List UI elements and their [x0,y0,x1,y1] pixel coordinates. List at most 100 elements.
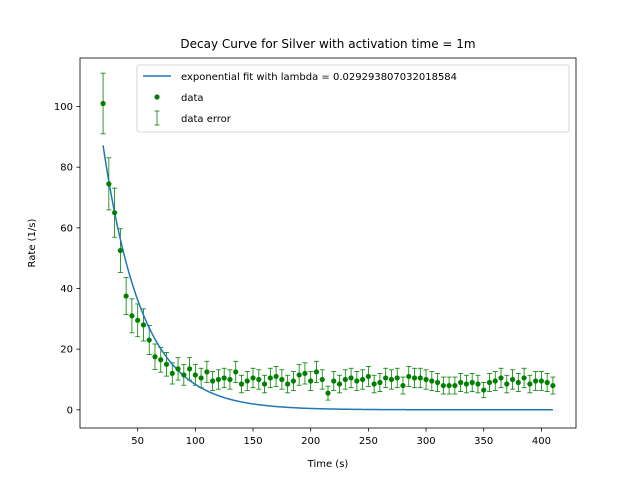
x-tick-label: 200 [301,436,320,447]
data-point [371,381,377,387]
y-tick-label: 0 [67,405,73,416]
data-point [279,376,285,383]
chart-title: Decay Curve for Silver with activation t… [180,37,475,51]
data-point [135,317,141,323]
data-point [342,376,348,383]
legend-error-swatch [154,110,160,126]
x-axis-label: Time (s) [307,459,349,470]
data-point [221,375,227,381]
data-point [406,373,412,380]
data-point [302,370,308,377]
data-point [325,390,331,396]
data-point [417,375,423,381]
data-point [308,378,314,384]
plot-frame [79,57,577,429]
data-point [267,375,273,381]
data-point [544,379,550,386]
data-point [290,378,296,384]
data-point [492,378,498,384]
legend-box [136,64,570,133]
data-point [475,381,481,387]
data-point [377,379,383,386]
data-point [458,379,464,386]
legend-fit-label: exponential fit with lambda = 0.02929380… [181,72,457,83]
data-point [354,378,360,384]
data-point [538,378,544,384]
data-point [256,376,262,383]
data-point [152,354,158,360]
data-point [285,381,291,387]
data-point [481,387,487,393]
data-point [411,375,418,381]
data-point [423,376,429,383]
x-tick-label: 150 [243,436,262,447]
data-point [360,376,366,383]
data-point [319,376,325,383]
data-point [117,247,123,254]
data-point [509,376,516,383]
data-point [504,381,510,387]
data-point [521,375,527,381]
data-point [365,373,371,380]
data-point [429,378,435,384]
x-tick-label: 400 [532,436,551,447]
data-point [233,369,239,375]
data-point [527,381,533,387]
plot-area [100,72,556,411]
data-point [163,361,170,367]
data-point [550,382,556,389]
data-point [227,376,233,383]
data-point [129,313,135,319]
x-tick-label: 100 [186,436,205,447]
data-point [331,378,337,384]
data-point [463,381,470,387]
data-point [175,366,181,372]
data-point [123,293,129,299]
y-tick-label: 20 [60,345,73,356]
data-point [440,382,446,389]
data-point [158,357,164,363]
data-point [186,366,193,372]
y-tick-label: 60 [60,223,73,234]
legend-error-label: data error [181,114,232,125]
data-point [400,382,406,389]
data-point [383,375,389,381]
legend-data-swatch [154,94,160,100]
y-axis-label: Rate (1/s) [27,218,38,267]
x-tick-label: 50 [131,436,144,447]
data-point [112,210,118,216]
data-point [273,373,279,380]
data-point [215,376,222,383]
data-point [533,378,539,384]
data-point [100,100,106,107]
data-point [394,375,400,381]
data-point [192,372,198,378]
x-axis: 50 100 150 200 250 300 350 400 [131,428,551,447]
data-point [296,372,302,378]
data-point [106,181,112,187]
data-point [434,379,441,386]
data-point [452,382,458,389]
y-axis: 0 20 40 60 80 100 [54,102,80,416]
y-tick-label: 100 [54,102,73,113]
data-point [210,378,216,384]
data-point [244,378,250,384]
data-point [515,379,521,386]
data-point [140,322,147,328]
data-point [486,379,493,386]
legend-data-label: data [181,93,204,104]
data-point [336,381,343,387]
data-point [261,381,268,387]
data-point [181,372,187,378]
data-point [446,382,452,389]
data-point [313,369,320,375]
x-tick-label: 250 [359,436,378,447]
y-tick-label: 40 [60,284,73,295]
x-tick-label: 300 [416,436,435,447]
data-point [250,375,256,381]
data-point [388,376,395,383]
data-point [198,375,204,381]
data-point [169,370,175,377]
data-point [238,381,245,387]
